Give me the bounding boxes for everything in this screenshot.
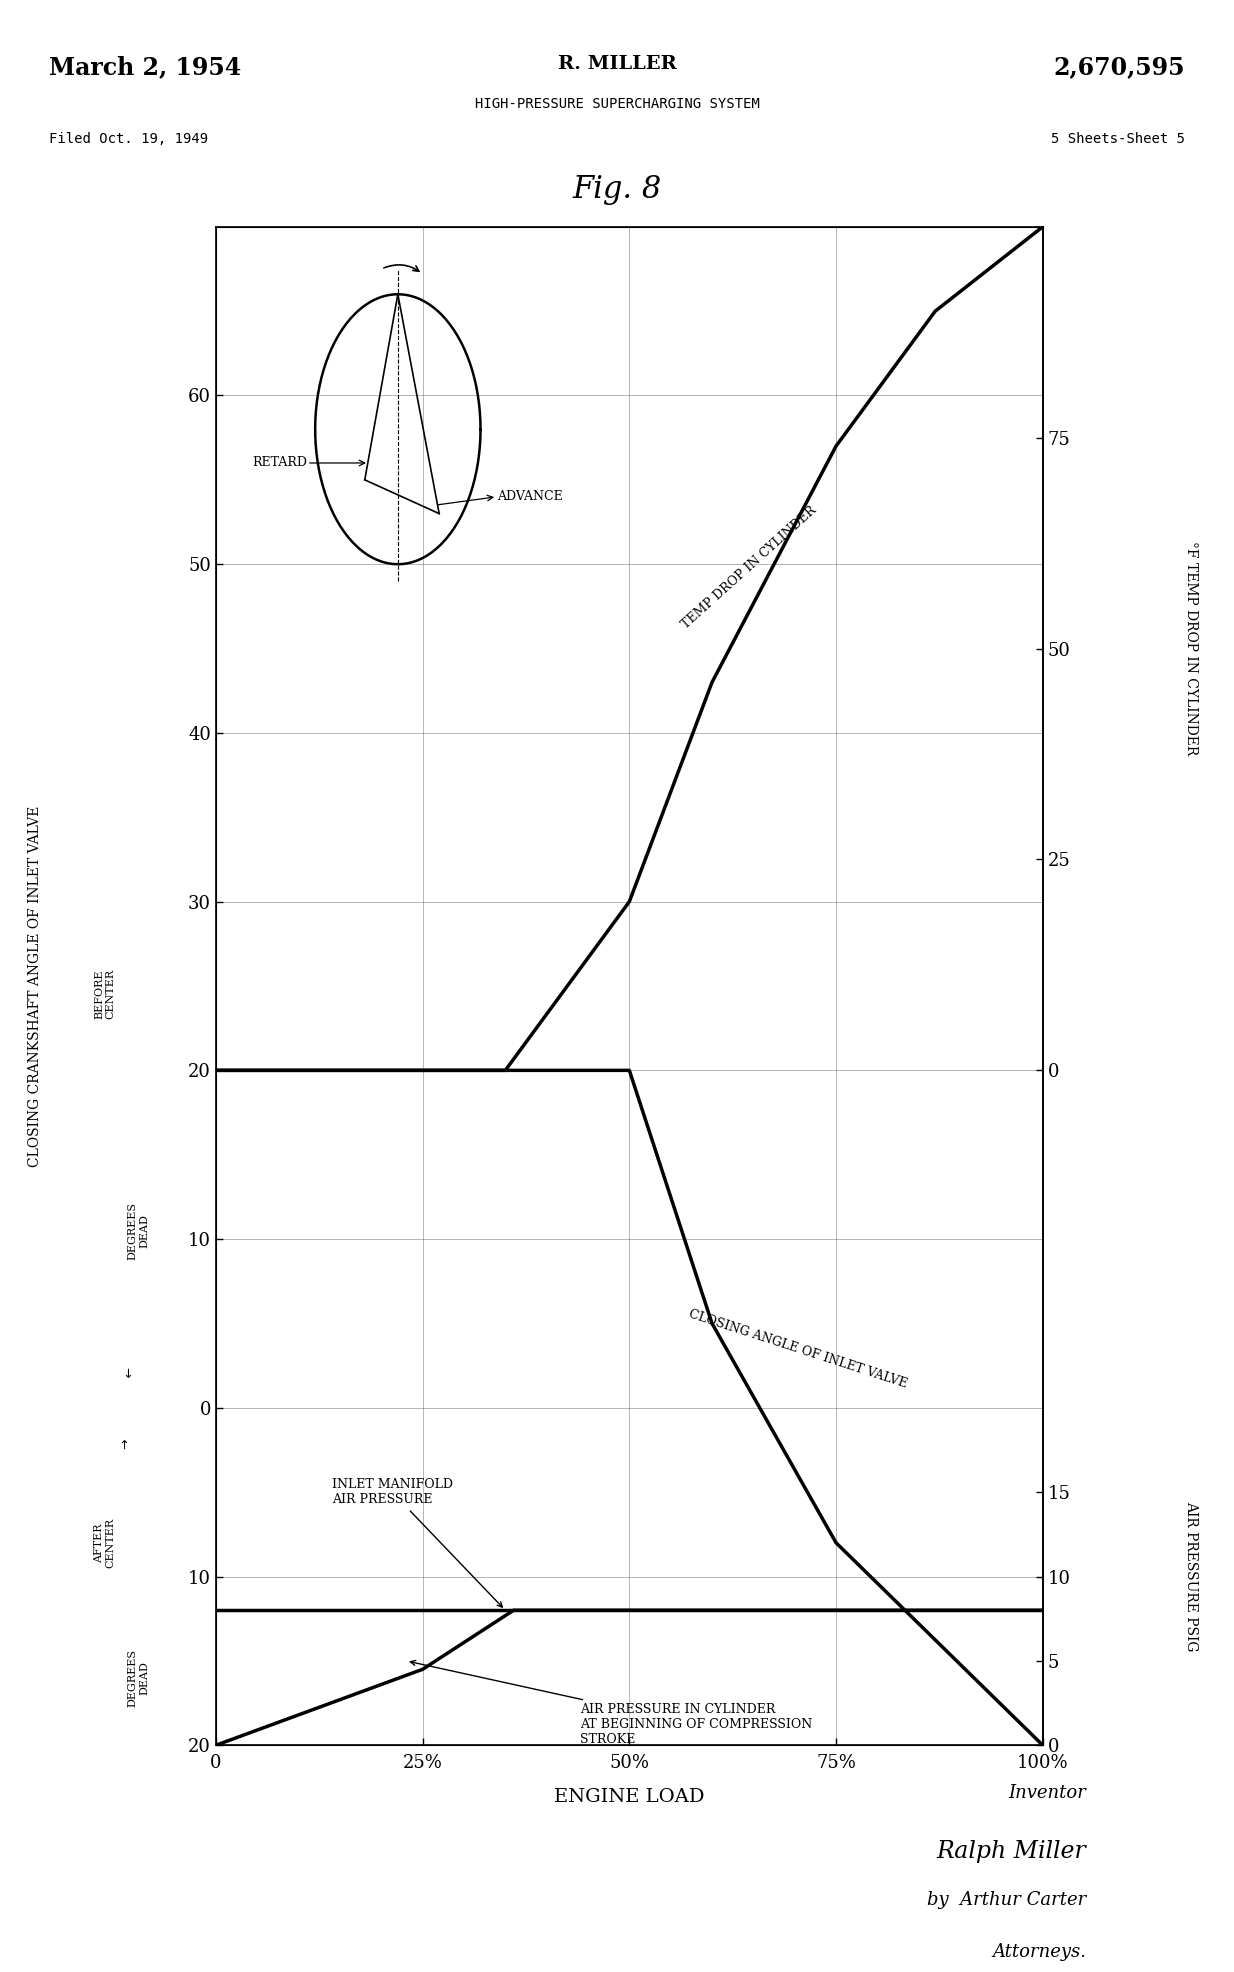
Text: AIR PRESSURE IN CYLINDER
AT BEGINNING OF COMPRESSION
STROKE: AIR PRESSURE IN CYLINDER AT BEGINNING OF… — [411, 1660, 812, 1745]
Text: INLET MANIFOLD
AIR PRESSURE: INLET MANIFOLD AIR PRESSURE — [332, 1479, 502, 1607]
Text: March 2, 1954: March 2, 1954 — [49, 55, 242, 79]
Text: DEGREES
DEAD: DEGREES DEAD — [127, 1201, 149, 1260]
Text: TEMP DROP IN CYLINDER: TEMP DROP IN CYLINDER — [679, 505, 818, 631]
Text: CLOSING CRANKSHAFT ANGLE OF INLET VALVE: CLOSING CRANKSHAFT ANGLE OF INLET VALVE — [27, 805, 42, 1167]
Text: Ralph Miller: Ralph Miller — [937, 1840, 1086, 1864]
Text: RETARD: RETARD — [252, 456, 307, 469]
Text: Attorneys.: Attorneys. — [992, 1944, 1086, 1962]
Text: →: → — [120, 1438, 132, 1449]
Text: by  Arthur Carter: by Arthur Carter — [927, 1891, 1086, 1909]
Text: HIGH-PRESSURE SUPERCHARGING SYSTEM: HIGH-PRESSURE SUPERCHARGING SYSTEM — [475, 97, 759, 110]
Text: Inventor: Inventor — [1008, 1785, 1086, 1802]
Text: AFTER
CENTER: AFTER CENTER — [94, 1518, 116, 1568]
Text: BEFORE
CENTER: BEFORE CENTER — [94, 970, 116, 1020]
Text: Filed Oct. 19, 1949: Filed Oct. 19, 1949 — [49, 132, 209, 146]
Text: °F TEMP DROP IN CYLINDER: °F TEMP DROP IN CYLINDER — [1183, 542, 1198, 755]
Text: R. MILLER: R. MILLER — [558, 55, 676, 73]
Text: 5 Sheets-Sheet 5: 5 Sheets-Sheet 5 — [1050, 132, 1185, 146]
Text: DEGREES
DEAD: DEGREES DEAD — [127, 1649, 149, 1706]
Text: 2,670,595: 2,670,595 — [1053, 55, 1185, 79]
X-axis label: ENGINE LOAD: ENGINE LOAD — [554, 1789, 705, 1806]
Text: Fig. 8: Fig. 8 — [573, 174, 661, 205]
Text: →: → — [120, 1367, 132, 1378]
Text: CLOSING ANGLE OF INLET VALVE: CLOSING ANGLE OF INLET VALVE — [687, 1307, 909, 1390]
Text: AIR PRESSURE PSIG: AIR PRESSURE PSIG — [1183, 1501, 1198, 1653]
Text: ADVANCE: ADVANCE — [497, 491, 563, 503]
